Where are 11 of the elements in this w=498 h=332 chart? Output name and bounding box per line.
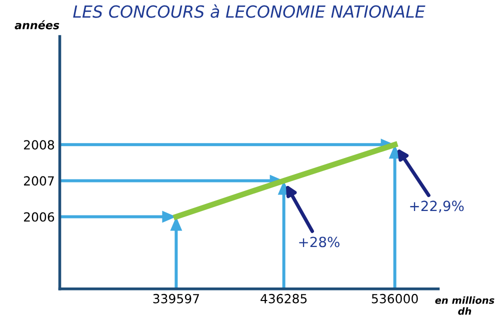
x-tick-label: 536000 [372,294,418,304]
x-tick-label: 339597 [153,294,199,304]
y-axis-title: années [14,20,60,30]
x-tick-label: 436285 [260,294,307,304]
y-tick-label: 2006 [24,212,54,222]
y-tick-label: 2007 [24,176,54,186]
y-tick-label: 2008 [24,140,54,150]
annotation: +22,9% [410,200,464,213]
x-axis-title: en millions dh [435,296,494,315]
chart-title: LES CONCOURS à LECONOMIE NATIONALE [73,4,426,18]
annotation: +28% [299,236,340,248]
